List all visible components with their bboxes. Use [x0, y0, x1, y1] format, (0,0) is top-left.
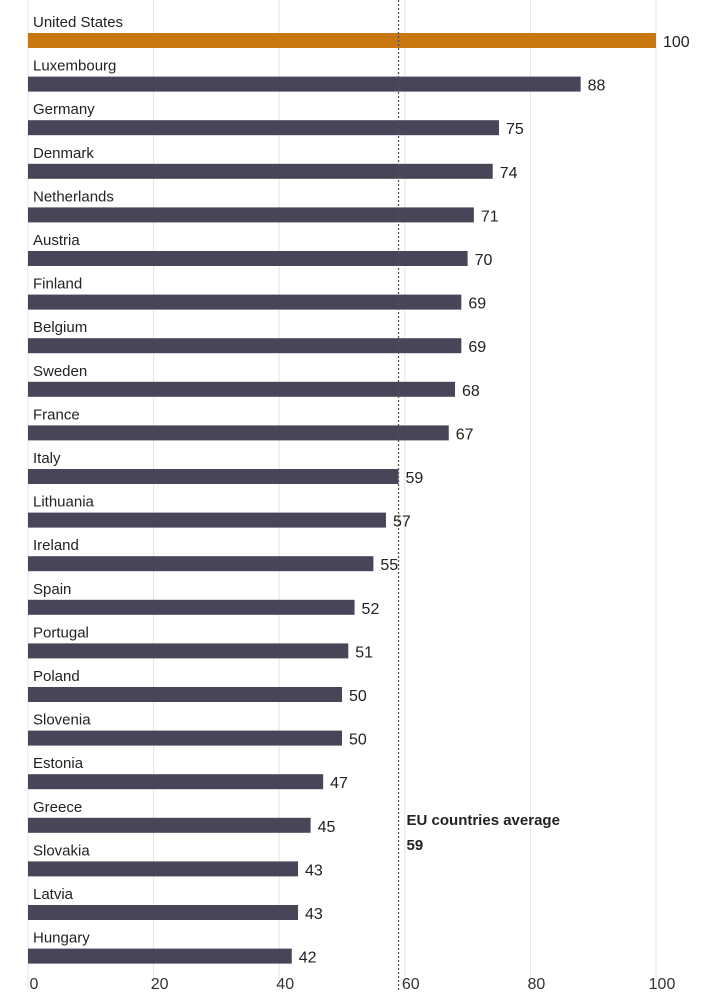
bar — [28, 643, 349, 659]
value-label: 59 — [406, 470, 424, 487]
category-label: Austria — [33, 232, 80, 249]
category-label: Slovakia — [33, 842, 90, 859]
value-label: 68 — [462, 383, 480, 400]
bar — [28, 294, 462, 310]
value-label: 51 — [355, 644, 373, 661]
value-label: 52 — [362, 601, 380, 618]
category-label: United States — [33, 14, 123, 31]
category-label: Portugal — [33, 624, 89, 641]
value-label: 43 — [305, 906, 323, 923]
category-label: Sweden — [33, 363, 87, 380]
category-label: Poland — [33, 668, 80, 685]
category-label: Italy — [33, 450, 61, 467]
bar — [28, 687, 342, 702]
category-label: France — [33, 406, 80, 423]
value-label: 45 — [318, 819, 336, 836]
x-tick-label: 60 — [402, 976, 420, 993]
bar — [28, 905, 299, 920]
bar — [28, 730, 342, 746]
category-label: Hungary — [33, 930, 90, 947]
value-label: 88 — [588, 78, 606, 95]
value-label: 71 — [481, 208, 499, 225]
bar — [28, 120, 499, 136]
bar — [28, 33, 656, 48]
x-tick-label: 0 — [30, 976, 39, 993]
bar — [28, 76, 581, 92]
value-label: 70 — [475, 252, 493, 269]
value-label: 50 — [349, 732, 367, 749]
bar — [28, 861, 299, 877]
x-tick-label: 80 — [528, 976, 546, 993]
grid-lines — [27, 0, 657, 990]
category-label: Denmark — [33, 145, 94, 162]
value-label: 47 — [330, 775, 348, 792]
category-label: Luxembourg — [33, 58, 116, 75]
bar — [28, 425, 449, 441]
category-label: Estonia — [33, 755, 84, 772]
value-label: 50 — [349, 688, 367, 705]
category-label: Latvia — [33, 886, 74, 903]
labels: United States 100 Luxembourg 88 Germany 75 Den… — [33, 14, 690, 967]
value-label: 67 — [456, 426, 474, 443]
eu-average-value: 59 — [407, 837, 424, 854]
category-label: Belgium — [33, 319, 87, 336]
value-label: 74 — [500, 165, 518, 182]
x-tick-label: 100 — [649, 976, 676, 993]
value-label: 100 — [663, 34, 690, 51]
category-label: Ireland — [33, 537, 79, 554]
bar — [28, 512, 386, 528]
value-label: 57 — [393, 514, 411, 531]
category-label: Germany — [33, 101, 95, 118]
value-label: 75 — [506, 121, 524, 138]
bar — [28, 948, 292, 964]
bars — [28, 33, 656, 964]
bar — [28, 163, 493, 179]
category-label: Spain — [33, 581, 71, 598]
eu-average-label: EU countries average — [407, 812, 560, 829]
bar — [28, 381, 456, 397]
value-label: 55 — [380, 557, 398, 574]
value-label: 69 — [468, 339, 486, 356]
x-axis-ticks: 0 20 40 60 80 100 — [30, 976, 676, 993]
bar — [28, 469, 399, 484]
x-tick-label: 40 — [276, 976, 294, 993]
reference-line-group: EU countries average 59 — [397, 0, 560, 990]
bar — [28, 338, 462, 354]
bar — [28, 599, 355, 615]
value-label: 69 — [468, 296, 486, 313]
value-label: 42 — [299, 950, 317, 967]
bar — [28, 817, 311, 833]
bar — [28, 207, 474, 223]
value-label: 43 — [305, 862, 323, 879]
bar — [28, 774, 324, 790]
category-label: Netherlands — [33, 188, 114, 205]
category-label: Greece — [33, 799, 82, 816]
bar — [28, 251, 468, 266]
bar — [28, 556, 374, 572]
category-label: Lithuania — [33, 494, 95, 511]
category-label: Finland — [33, 276, 82, 293]
category-label: Slovenia — [33, 712, 91, 729]
x-tick-label: 20 — [151, 976, 169, 993]
